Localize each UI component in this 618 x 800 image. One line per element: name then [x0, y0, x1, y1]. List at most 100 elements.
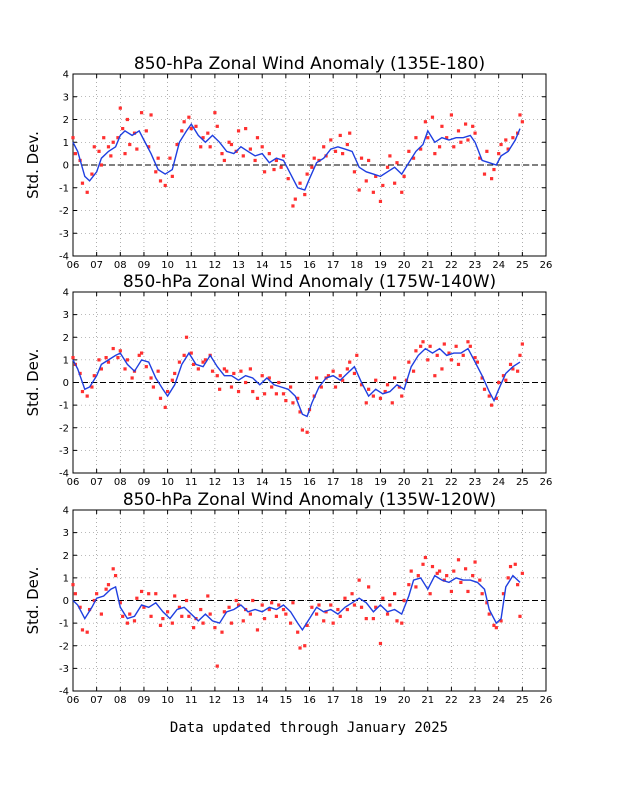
data-point — [244, 380, 248, 385]
x-tick-label: 15 — [279, 477, 292, 488]
data-point — [99, 612, 103, 616]
data-point — [92, 598, 96, 603]
data-point — [229, 385, 234, 389]
data-point — [341, 378, 345, 382]
x-tick-label: 21 — [421, 695, 434, 706]
data-point — [508, 564, 513, 569]
data-point — [378, 641, 383, 646]
x-tick-label: 12 — [209, 477, 222, 488]
data-point — [466, 138, 470, 142]
x-tick-label: 23 — [469, 477, 482, 488]
data-point — [161, 617, 165, 621]
y-tick-label: -4 — [59, 252, 69, 263]
data-point — [407, 360, 411, 364]
x-tick-label: 09 — [138, 695, 151, 706]
data-point — [106, 360, 111, 364]
scatter-points — [71, 106, 524, 208]
data-point — [421, 340, 425, 344]
data-point — [149, 614, 153, 618]
x-tick-label: 20 — [398, 477, 411, 488]
data-point — [130, 376, 134, 380]
data-point — [518, 614, 522, 618]
x-tick-label: 16 — [303, 695, 316, 706]
data-point — [437, 145, 442, 149]
x-tick-label: 22 — [445, 695, 458, 706]
data-point — [267, 607, 271, 612]
data-point — [170, 621, 174, 625]
data-point — [400, 394, 404, 398]
x-tick-label: 18 — [350, 477, 363, 488]
data-point — [132, 619, 137, 623]
data-point — [85, 630, 89, 634]
data-point — [80, 181, 85, 185]
data-point — [139, 589, 144, 594]
data-point — [487, 612, 491, 616]
data-point — [267, 152, 271, 156]
data-point — [199, 145, 203, 149]
data-point — [364, 401, 368, 405]
data-point — [184, 335, 189, 339]
chart-title: 850-hPa Zonal Wind Anomaly (135E-180) — [134, 54, 485, 74]
x-tick-label: 25 — [516, 477, 529, 488]
data-point — [449, 358, 453, 362]
data-point — [305, 430, 309, 434]
data-point — [433, 152, 437, 156]
data-point — [296, 630, 300, 634]
data-point — [303, 644, 307, 648]
data-point — [475, 360, 480, 364]
data-point — [341, 152, 345, 156]
data-point — [416, 574, 420, 578]
data-point — [274, 158, 278, 163]
data-point — [374, 605, 378, 609]
data-point — [364, 179, 368, 183]
data-point — [158, 623, 163, 627]
x-tick-label: 14 — [256, 477, 269, 488]
data-point — [220, 152, 224, 156]
data-point — [452, 569, 456, 573]
data-point — [367, 158, 371, 163]
data-point — [437, 569, 442, 573]
data-point — [288, 621, 293, 625]
data-point — [71, 136, 75, 140]
data-point — [440, 124, 444, 128]
data-point — [516, 583, 520, 587]
data-point — [414, 136, 418, 140]
data-point — [499, 142, 503, 147]
data-point — [482, 387, 487, 391]
data-point — [348, 131, 352, 135]
data-point — [158, 179, 163, 183]
data-point — [447, 351, 451, 355]
x-tick-label: 23 — [469, 695, 482, 706]
chart-panel-2: 06 07 08 09 10 11 12 13 14 15 16 17 18 19 20 21 22 23 24 25… — [24, 272, 552, 488]
data-point — [118, 349, 122, 353]
x-tick-label: 25 — [516, 260, 529, 271]
data-point — [333, 149, 338, 153]
data-point — [149, 376, 153, 380]
data-point — [435, 353, 439, 357]
data-point — [92, 374, 96, 378]
data-point — [381, 183, 385, 188]
x-tick-label: 17 — [327, 260, 340, 271]
data-point — [201, 621, 205, 625]
data-point — [154, 170, 158, 174]
data-point — [111, 567, 115, 571]
data-point — [281, 154, 286, 158]
data-point — [350, 592, 354, 596]
x-tick-label: 11 — [185, 260, 198, 271]
data-point — [423, 120, 427, 124]
data-point — [314, 612, 319, 616]
x-tick-label: 11 — [185, 695, 198, 706]
x-tick-label: 17 — [327, 477, 340, 488]
y-tick-label: -3 — [59, 229, 69, 240]
data-point — [345, 367, 349, 371]
data-point — [478, 156, 482, 160]
data-point — [440, 367, 444, 371]
data-point — [504, 138, 508, 142]
data-point — [430, 115, 435, 119]
data-point — [506, 147, 510, 151]
data-point — [222, 367, 226, 371]
data-point — [208, 145, 212, 149]
data-point — [281, 392, 286, 396]
y-tick-label: 0 — [63, 378, 69, 389]
x-tick-label: 26 — [540, 695, 553, 706]
